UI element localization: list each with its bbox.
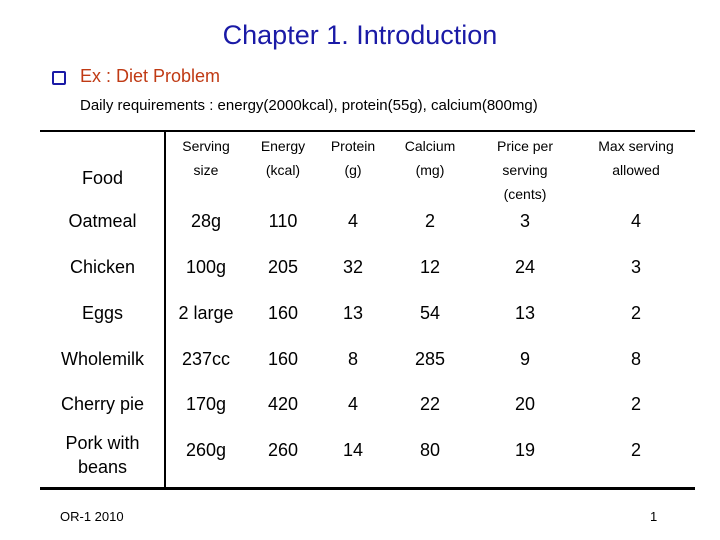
cell-price: 13 [514,302,536,323]
cell-energy: 160 [267,348,299,369]
cell-calcium: 12 [419,256,441,277]
cell-energy: 160 [267,302,299,323]
cell-food: Chicken [69,256,136,277]
cell-protein: 13 [342,302,364,323]
cell-max-serving: 8 [630,348,641,369]
cell-max-serving: 2 [630,393,641,414]
table-row: Wholemilk 237cc 160 8 285 9 8 [40,336,695,382]
page-number: 1 [650,509,658,524]
cell-calcium: 2 [424,210,435,231]
cell-max-serving: 2 [630,439,641,460]
cell-price: 9 [519,348,530,369]
table-row: Pork with beans 260g 260 14 80 19 2 [40,427,695,477]
cell-price: 3 [519,210,530,231]
daily-requirements: Daily requirements : energy(2000kcal), p… [80,97,538,114]
cell-serving-size: 170g [185,393,227,414]
cell-calcium: 22 [419,393,441,414]
cell-food: Cherry pie [60,393,145,414]
slide-title: Chapter 1. Introduction [222,20,498,50]
footer-course-label: OR-1 2010 [60,509,124,524]
cell-protein: 4 [347,210,358,231]
cell-calcium: 80 [419,439,441,460]
bullet-item: Ex : Diet Problem [52,66,220,87]
cell-food: Wholemilk [60,348,144,369]
header-calcium: Calcium (mg) [404,138,456,178]
header-food: Food [81,168,124,188]
table-top-rule [40,130,695,132]
cell-serving-size: 237cc [181,348,231,369]
cell-energy: 110 [268,210,298,231]
cell-price: 24 [514,256,536,277]
cell-serving-size: 28g [190,210,222,231]
cell-energy: 260 [267,439,299,460]
cell-food: Eggs [81,302,124,323]
table-bottom-rule [40,487,695,490]
header-price: Price per serving (cents) [496,138,554,202]
cell-food: Oatmeal [68,210,137,231]
table-row: Cherry pie 170g 420 4 22 20 2 [40,381,695,427]
cell-serving-size: 260g [185,439,227,460]
cell-calcium: 54 [419,302,441,323]
header-energy: Energy (kcal) [260,138,306,178]
cell-calcium: 285 [414,348,446,369]
header-protein: Protein (g) [330,138,376,178]
cell-price: 20 [514,393,536,414]
header-max-serving: Max serving allowed [598,138,674,178]
cell-protein: 4 [347,393,358,414]
table-row: Chicken 100g 205 32 12 24 3 [40,244,695,290]
cell-max-serving: 2 [630,302,641,323]
cell-food: Pork with beans [65,433,140,477]
cell-serving-size: 2 large [178,302,234,323]
table-row: Eggs 2 large 160 13 54 13 2 [40,290,695,336]
table-column-divider [164,132,166,487]
cell-protein: 32 [342,256,364,277]
checkbox-bullet-icon [52,70,66,85]
cell-protein: 14 [342,439,364,460]
header-serving-size: Serving size [182,138,230,178]
cell-max-serving: 3 [630,256,641,277]
cell-max-serving: 4 [630,210,641,231]
cell-energy: 205 [267,256,299,277]
cell-protein: 8 [347,348,358,369]
cell-serving-size: 100g [185,256,227,277]
bullet-text: Ex : Diet Problem [80,66,221,86]
cell-energy: 420 [267,393,299,414]
table-row: Oatmeal 28g 110 4 2 3 4 [40,198,695,244]
cell-price: 19 [514,439,536,460]
